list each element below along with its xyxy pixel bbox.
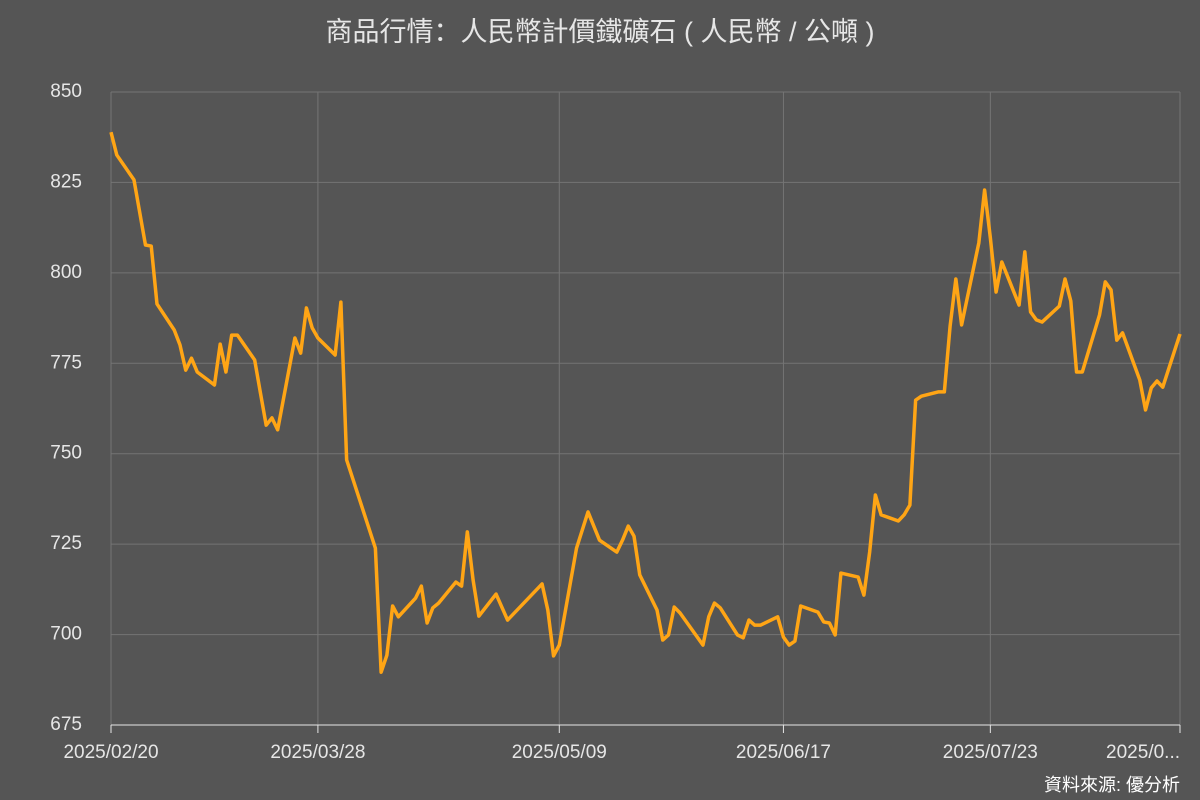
y-tick-label: 850: [50, 81, 82, 102]
y-tick-label: 750: [50, 443, 82, 464]
y-tick-label: 800: [50, 262, 82, 283]
x-tick-label: 2025/06/17: [736, 742, 831, 763]
y-tick-label: 700: [50, 624, 82, 645]
chart-title: 商品行情：人民幣計價鐵礦石 ( 人民幣 / 公噸 ): [326, 17, 875, 47]
y-tick-label: 775: [50, 352, 82, 373]
y-tick-label: 675: [50, 714, 82, 735]
x-tick-label: 2025/02/20: [63, 742, 158, 763]
x-tick-label: 2025/07/23: [943, 742, 1038, 763]
x-tick-label: 2025/05/09: [512, 742, 607, 763]
source-note: 資料來源: 優分析: [1044, 775, 1180, 795]
y-tick-label: 725: [50, 533, 82, 554]
data-line: [109, 131, 1182, 674]
x-tick-label: 2025/03/28: [270, 742, 365, 763]
x-tick-label: 2025/0...: [1106, 742, 1180, 763]
y-tick-label: 825: [50, 171, 82, 192]
